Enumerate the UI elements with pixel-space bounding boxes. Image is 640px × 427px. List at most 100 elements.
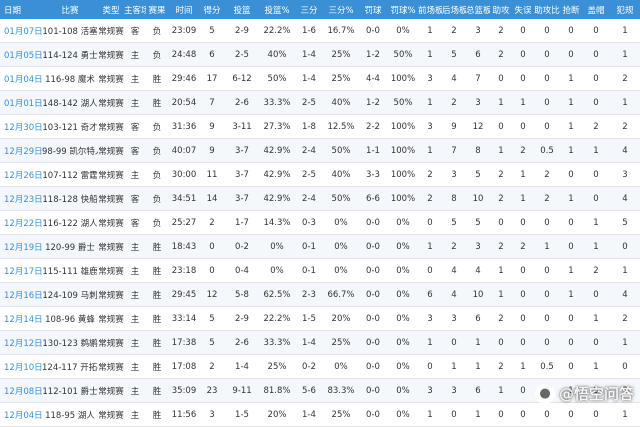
table-cell: 0 bbox=[534, 402, 560, 427]
table-cell: 2-3 bbox=[294, 282, 324, 307]
table-cell: 3 bbox=[442, 378, 466, 403]
table-cell: 17:38 bbox=[168, 330, 200, 355]
table-row: 12月14日 108-96 黄蜂 常规赛主胜 33:14 5 2-9 22.2% 1-5 20%… bbox=[0, 306, 640, 331]
table-cell: 主 bbox=[124, 162, 146, 187]
table-cell: 主 bbox=[124, 402, 146, 427]
table-cell: 0 bbox=[560, 19, 582, 43]
column-header: 日期 bbox=[0, 0, 42, 19]
column-header: 抢断 bbox=[560, 0, 582, 19]
table-cell: 12 bbox=[466, 114, 490, 139]
column-header: 比赛 bbox=[42, 0, 98, 19]
table-cell: 0 bbox=[512, 66, 534, 91]
table-cell: 常规赛 bbox=[98, 210, 124, 235]
table-cell: 2-9 bbox=[224, 19, 260, 43]
table-cell: 1 bbox=[418, 402, 442, 427]
table-cell: 114-124 勇士 bbox=[42, 42, 98, 67]
table-cell: 7 bbox=[466, 66, 490, 91]
table-cell: 5 bbox=[442, 210, 466, 235]
table-row: 12月19日 120-99 爵士 常规赛主胜 18:43 0 0-2 0% 0-1 0% 0-0 0… bbox=[0, 234, 640, 259]
column-header: 三分% bbox=[324, 0, 358, 19]
table-cell: 客 bbox=[124, 186, 146, 211]
table-cell: 1 bbox=[610, 19, 640, 43]
column-header: 后场板 bbox=[442, 0, 466, 19]
table-cell: 1 bbox=[418, 234, 442, 259]
table-cell: 1 bbox=[490, 90, 512, 115]
table-cell: 0% bbox=[388, 402, 418, 427]
table-cell: 4 bbox=[610, 186, 640, 211]
table-cell: 5-6 bbox=[294, 378, 324, 403]
table-cell: 0 bbox=[582, 282, 610, 307]
table-cell: 20:54 bbox=[168, 90, 200, 115]
table-cell: 1 bbox=[466, 330, 490, 355]
table-row: 01月07日 101-108 活塞 常规赛客负 23:09 5 2-9 22.2% 1-6 16… bbox=[0, 19, 640, 43]
table-cell: 1 bbox=[512, 162, 534, 187]
table-cell: 1 bbox=[418, 19, 442, 43]
table-row: 12月16日 124-109 马刺 常规赛主胜 29:45 12 5-8 62.5% 2-3 6… bbox=[0, 282, 640, 307]
table-cell: 3 bbox=[442, 162, 466, 187]
table-cell: 0 bbox=[490, 330, 512, 355]
table-cell: 5 bbox=[610, 210, 640, 235]
table-cell: 12月17日 bbox=[0, 258, 42, 283]
table-cell: 3-11 bbox=[224, 114, 260, 139]
table-cell: 胜 bbox=[146, 66, 168, 91]
table-cell: 1 bbox=[418, 330, 442, 355]
column-header: 失误 bbox=[512, 0, 534, 19]
table-cell: 3-7 bbox=[224, 162, 260, 187]
table-cell: 1 bbox=[418, 138, 442, 163]
table-cell: 0.5 bbox=[534, 354, 560, 379]
table-cell: 124-117 开拓者 bbox=[42, 354, 98, 379]
table-cell: 4 bbox=[442, 66, 466, 91]
table-cell: 42.9% bbox=[260, 138, 294, 163]
table-cell: 0 bbox=[512, 210, 534, 235]
table-cell: 33.3% bbox=[260, 90, 294, 115]
table-cell: 22.2% bbox=[260, 19, 294, 43]
table-cell: 12月12日 bbox=[0, 330, 42, 355]
table-cell: 0% bbox=[324, 258, 358, 283]
table-cell: 100% bbox=[388, 138, 418, 163]
column-header: 投篮% bbox=[260, 0, 294, 19]
table-cell: 12月16日 bbox=[0, 282, 42, 307]
table-cell: 6 bbox=[466, 378, 490, 403]
table-cell: 5 bbox=[466, 162, 490, 187]
table-cell: 25% bbox=[324, 42, 358, 67]
table-cell: 2-5 bbox=[294, 162, 324, 187]
table-row: 12月26日 107-112 雷霆 常规赛主负 30:00 11 3-7 42.9% 2-5 4… bbox=[0, 162, 640, 187]
table-cell: 12月23日 bbox=[0, 186, 42, 211]
table-cell: 115-111 雄鹿 bbox=[42, 258, 98, 283]
table-cell: 0 bbox=[534, 42, 560, 67]
table-cell: 2 bbox=[490, 354, 512, 379]
column-header: 主客场 bbox=[124, 0, 146, 19]
table-cell: 主 bbox=[124, 90, 146, 115]
table-cell: 常规赛 bbox=[98, 66, 124, 91]
table-cell: 负 bbox=[146, 210, 168, 235]
table-cell: 107-112 雷霆 bbox=[42, 162, 98, 187]
column-header: 总篮板 bbox=[466, 0, 490, 19]
table-cell: 0% bbox=[388, 306, 418, 331]
table-cell: 118-95 湖人 bbox=[42, 402, 98, 427]
table-cell: 40% bbox=[260, 42, 294, 67]
table-cell: 胜 bbox=[146, 258, 168, 283]
table-cell: 22.2% bbox=[260, 306, 294, 331]
table-cell: 常规赛 bbox=[98, 19, 124, 43]
table-cell: 62.5% bbox=[260, 282, 294, 307]
table-cell: 0% bbox=[388, 258, 418, 283]
wukong-logo-icon: ● bbox=[534, 383, 555, 404]
table-cell: 0 bbox=[534, 114, 560, 139]
table-cell: 0 bbox=[582, 66, 610, 91]
table-cell: 客 bbox=[124, 210, 146, 235]
table-cell: 9 bbox=[442, 114, 466, 139]
table-cell: 0% bbox=[260, 258, 294, 283]
table-cell: 主 bbox=[124, 234, 146, 259]
table-cell: 1 bbox=[490, 138, 512, 163]
table-cell: 100% bbox=[388, 66, 418, 91]
table-cell: 118-128 快船 bbox=[42, 186, 98, 211]
table-cell: 0 bbox=[512, 306, 534, 331]
column-header: 助攻比 bbox=[534, 0, 560, 19]
table-cell: 0% bbox=[388, 354, 418, 379]
table-cell: 7 bbox=[442, 138, 466, 163]
table-cell: 0 bbox=[200, 258, 224, 283]
table-body: 01月07日 101-108 活塞 常规赛客负 23:09 5 2-9 22.2% 1-6 16… bbox=[0, 19, 640, 427]
table-cell: 0 bbox=[582, 402, 610, 427]
table-cell: 常规赛 bbox=[98, 330, 124, 355]
table-cell: 0-1 bbox=[294, 234, 324, 259]
